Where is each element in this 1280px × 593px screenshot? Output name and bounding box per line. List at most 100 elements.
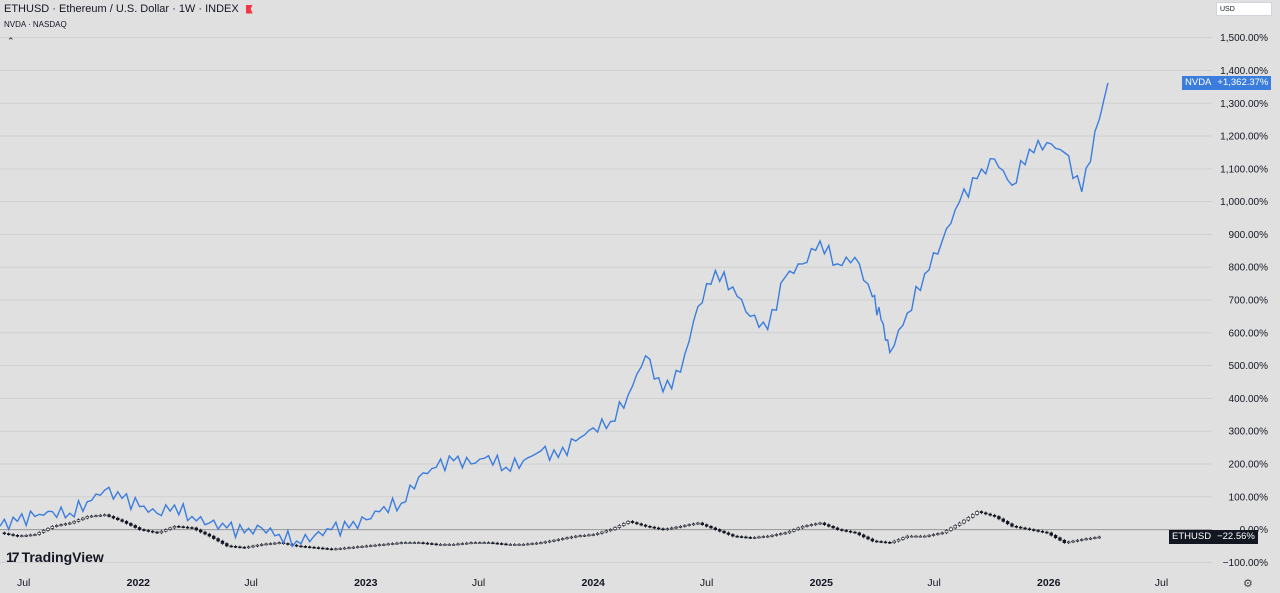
x-tick-label: Jul <box>472 577 485 589</box>
ethusd-candle <box>1093 537 1097 539</box>
chevron-up-icon[interactable]: ⌃ <box>7 36 15 46</box>
compare-symbol-label[interactable]: NVDA · NASDAQ <box>4 20 67 29</box>
x-tick-label: 2026 <box>1037 577 1061 589</box>
ethusd-candle <box>508 544 513 546</box>
ethusd-candle <box>896 539 901 542</box>
y-tick-label: 800.00% <box>1229 263 1269 274</box>
y-tick-label: 300.00% <box>1229 427 1269 438</box>
ethusd-candle <box>1088 537 1093 540</box>
ethusd-candle <box>76 519 81 522</box>
ethusd-candle <box>914 535 918 538</box>
y-tick-label: 1,300.00% <box>1220 99 1268 110</box>
ethusd-candle <box>168 527 172 530</box>
ethusd-candle <box>622 523 626 526</box>
ethusd-candle <box>369 545 373 547</box>
ethusd-candle <box>822 522 827 525</box>
ethusd-candle <box>578 535 582 538</box>
ethusd-candle <box>417 542 421 544</box>
ethusd-candle <box>1023 527 1027 530</box>
x-tick-label: 2025 <box>810 577 834 589</box>
y-tick-label: 1,000.00% <box>1220 197 1268 208</box>
ethusd-candle <box>246 546 251 549</box>
ethusd-candle <box>1084 538 1088 541</box>
nvda-tag-name: NVDA <box>1185 76 1212 88</box>
y-tick-label: 500.00% <box>1229 361 1269 372</box>
ethusd-candle <box>155 531 159 534</box>
ethusd-candle <box>264 543 268 546</box>
ethusd-candle <box>116 517 120 521</box>
ethusd-candle <box>46 528 50 531</box>
ethusd-candle <box>102 514 107 517</box>
settings-icon[interactable]: ⚙ <box>1243 578 1253 590</box>
ethusd-candle <box>425 542 430 545</box>
ethusd-candle <box>37 532 41 535</box>
y-tick-label: 1,100.00% <box>1220 164 1268 175</box>
ethusd-candle <box>1001 518 1005 522</box>
ethusd-candle <box>1027 528 1032 531</box>
ethusd-candle <box>696 522 700 525</box>
ethusd-candle <box>338 548 342 550</box>
ethusd-candle <box>395 542 399 545</box>
ethusd-candle <box>89 515 94 518</box>
x-tick-label: Jul <box>927 577 940 589</box>
ethusd-candle <box>608 529 613 532</box>
nvda-line <box>0 82 1109 548</box>
ethusd-tag-name: ETHUSD <box>1172 530 1212 542</box>
x-tick-label: Jul <box>244 577 257 589</box>
ethusd-candle <box>870 538 875 542</box>
ethusd-candle <box>552 539 556 542</box>
ethusd-candle <box>574 535 578 538</box>
ethusd-candle <box>185 526 190 529</box>
ethusd-candle <box>408 542 412 544</box>
x-axis[interactable]: Jul 2022 Jul 2023 Jul 2024 Jul 2025 Jul 2026 Jul <box>17 577 1168 589</box>
ethusd-candle <box>342 547 347 550</box>
ethusd-candle <box>72 521 76 524</box>
nvda-tag-value: +1,362.37% <box>1217 76 1269 88</box>
x-tick-label: Jul <box>17 577 30 589</box>
ethusd-candle <box>325 548 329 550</box>
ethusd-candle <box>33 534 37 536</box>
ethusd-candle <box>203 531 207 535</box>
ethusd-candle <box>923 535 927 538</box>
ethusd-candle <box>190 527 194 529</box>
ethusd-candle <box>491 542 495 544</box>
ethusd-candle <box>779 533 783 535</box>
currency-button[interactable]: USD <box>1216 2 1272 16</box>
ethusd-candle <box>351 546 356 549</box>
ethusd-candle <box>129 523 133 526</box>
ethusd-candle <box>216 538 220 542</box>
ethusd-candle <box>1071 540 1075 543</box>
flag-icon[interactable] <box>245 4 253 14</box>
ethusd-candle <box>495 542 499 545</box>
ethusd-candle <box>172 525 177 529</box>
ethusd-candle <box>98 514 103 517</box>
ethusd-candle <box>613 527 617 530</box>
ethusd-candle <box>238 546 242 549</box>
ethusd-candle <box>94 515 98 517</box>
ethusd-candle <box>918 535 923 538</box>
ethusd-candle <box>421 542 425 544</box>
ethusd-candle <box>360 546 364 548</box>
ethusd-candle <box>268 543 273 545</box>
ethusd-candles <box>2 510 1101 551</box>
ethusd-candle <box>373 544 377 547</box>
ethusd-candle <box>591 534 595 536</box>
ethusd-candle <box>595 532 600 535</box>
symbol-header[interactable]: ETHUSD · Ethereum / U.S. Dollar · 1W · I… <box>4 3 253 15</box>
tradingview-logo[interactable]: 17 TradingView <box>6 549 104 565</box>
ethusd-candle <box>927 535 931 537</box>
ethusd-candle <box>1058 537 1062 541</box>
ethusd-candle <box>312 546 316 549</box>
ethusd-candle <box>953 525 957 529</box>
ethusd-candle <box>888 541 892 544</box>
ethusd-candle <box>805 525 809 527</box>
ethusd-candle <box>24 535 28 537</box>
y-axis[interactable]: −100.00%0.00%100.00%200.00%300.00%400.00… <box>1220 33 1268 569</box>
ethusd-candle <box>412 542 417 544</box>
ethusd-candle <box>111 516 116 519</box>
ethusd-candle <box>1010 523 1014 527</box>
ethusd-candle <box>207 533 212 537</box>
ethusd-candle <box>159 530 164 534</box>
ethusd-candle <box>403 542 408 544</box>
